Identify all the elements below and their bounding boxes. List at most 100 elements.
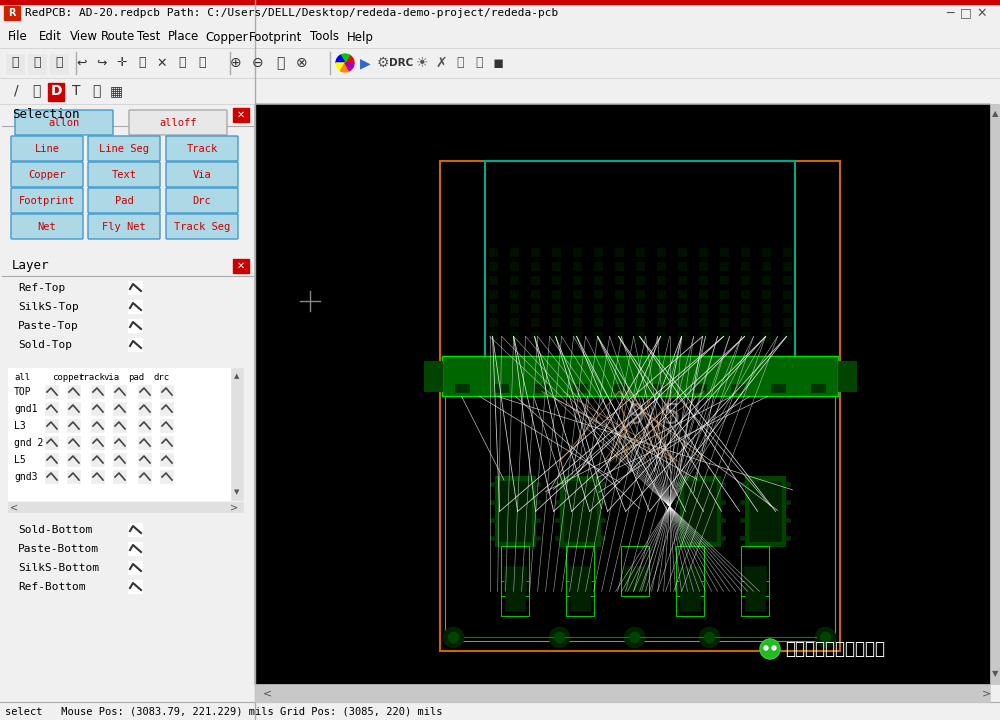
Bar — [678, 276, 686, 284]
Bar — [762, 248, 770, 256]
Text: TOP: TOP — [14, 387, 32, 397]
Bar — [50, 54, 68, 74]
Bar — [489, 276, 497, 284]
Circle shape — [705, 632, 715, 642]
Text: ▲: ▲ — [234, 373, 240, 379]
Bar — [531, 262, 539, 271]
Bar — [45, 402, 58, 415]
Bar — [741, 318, 749, 326]
Text: alloff: alloff — [159, 117, 197, 127]
Circle shape — [444, 627, 464, 647]
Bar — [680, 586, 700, 611]
Bar — [744, 567, 766, 591]
Circle shape — [555, 632, 565, 642]
Bar — [489, 318, 497, 326]
Bar — [720, 290, 728, 298]
Bar — [67, 419, 80, 432]
Bar — [552, 276, 560, 284]
Bar — [128, 319, 142, 332]
Bar — [45, 436, 58, 449]
Bar — [720, 248, 728, 256]
Bar — [600, 500, 605, 505]
Bar — [699, 333, 707, 341]
Bar — [679, 567, 701, 591]
Bar — [624, 567, 646, 591]
Bar — [138, 453, 151, 466]
Text: ⬛: ⬛ — [138, 56, 146, 70]
Bar — [0, 26, 1000, 48]
Bar — [636, 290, 644, 298]
Bar — [678, 305, 686, 312]
Bar — [501, 546, 529, 596]
Bar — [531, 318, 539, 326]
Bar — [233, 108, 249, 122]
Text: Paste-Top: Paste-Top — [18, 321, 79, 331]
Bar — [675, 500, 680, 505]
Text: ✕: ✕ — [977, 6, 987, 19]
Text: Copper: Copper — [205, 30, 248, 43]
Text: D: D — [50, 84, 62, 98]
Bar — [783, 318, 791, 326]
FancyBboxPatch shape — [166, 188, 238, 213]
Bar — [531, 290, 539, 298]
Bar — [0, 702, 1000, 720]
Text: ⬜: ⬜ — [92, 84, 100, 98]
Bar — [424, 361, 442, 392]
Bar — [534, 384, 548, 392]
Bar — [255, 684, 990, 702]
Bar — [699, 262, 707, 271]
Bar — [573, 384, 587, 392]
Bar — [560, 477, 600, 546]
Bar — [552, 318, 560, 326]
Bar — [771, 384, 785, 392]
Bar — [762, 333, 770, 341]
Bar — [699, 276, 707, 284]
Text: ▶: ▶ — [360, 56, 370, 70]
Bar — [657, 276, 665, 284]
Text: Tools: Tools — [310, 30, 339, 43]
Bar — [785, 500, 790, 505]
Text: ✕: ✕ — [237, 261, 245, 271]
Bar — [594, 248, 602, 256]
Text: ⚙: ⚙ — [377, 56, 389, 70]
Text: ✛: ✛ — [117, 56, 127, 70]
Bar — [573, 333, 581, 341]
Bar — [657, 333, 665, 341]
Text: gnd3: gnd3 — [14, 472, 38, 482]
Bar — [138, 470, 151, 483]
Bar — [0, 0, 1000, 4]
Text: >: > — [982, 688, 991, 698]
Bar — [676, 582, 704, 616]
Text: R: R — [8, 8, 16, 18]
Bar — [28, 54, 46, 74]
Bar — [160, 385, 173, 398]
Text: SilkS-Bottom: SilkS-Bottom — [18, 563, 99, 573]
Text: ⊕: ⊕ — [230, 56, 242, 70]
Bar — [485, 161, 795, 382]
Bar — [720, 318, 728, 326]
Bar — [510, 276, 518, 284]
Bar — [740, 536, 745, 541]
Bar — [566, 582, 594, 616]
Text: Via: Via — [193, 169, 211, 179]
FancyBboxPatch shape — [11, 188, 83, 213]
Text: <: < — [263, 688, 272, 698]
Bar — [621, 546, 649, 596]
Bar — [741, 305, 749, 312]
Text: /: / — [14, 84, 18, 98]
Bar — [594, 276, 602, 284]
Bar — [699, 305, 707, 312]
Bar — [48, 83, 64, 101]
Bar — [613, 384, 627, 392]
Bar — [678, 333, 686, 341]
Bar — [720, 276, 728, 284]
Bar — [160, 453, 173, 466]
Text: ⬛: ⬛ — [11, 56, 19, 70]
Bar — [0, 104, 255, 684]
Text: Sold-Top: Sold-Top — [18, 340, 72, 350]
Bar — [91, 436, 104, 449]
Bar — [505, 586, 525, 611]
Bar — [552, 305, 560, 312]
Bar — [67, 385, 80, 398]
Bar — [0, 0, 1000, 26]
